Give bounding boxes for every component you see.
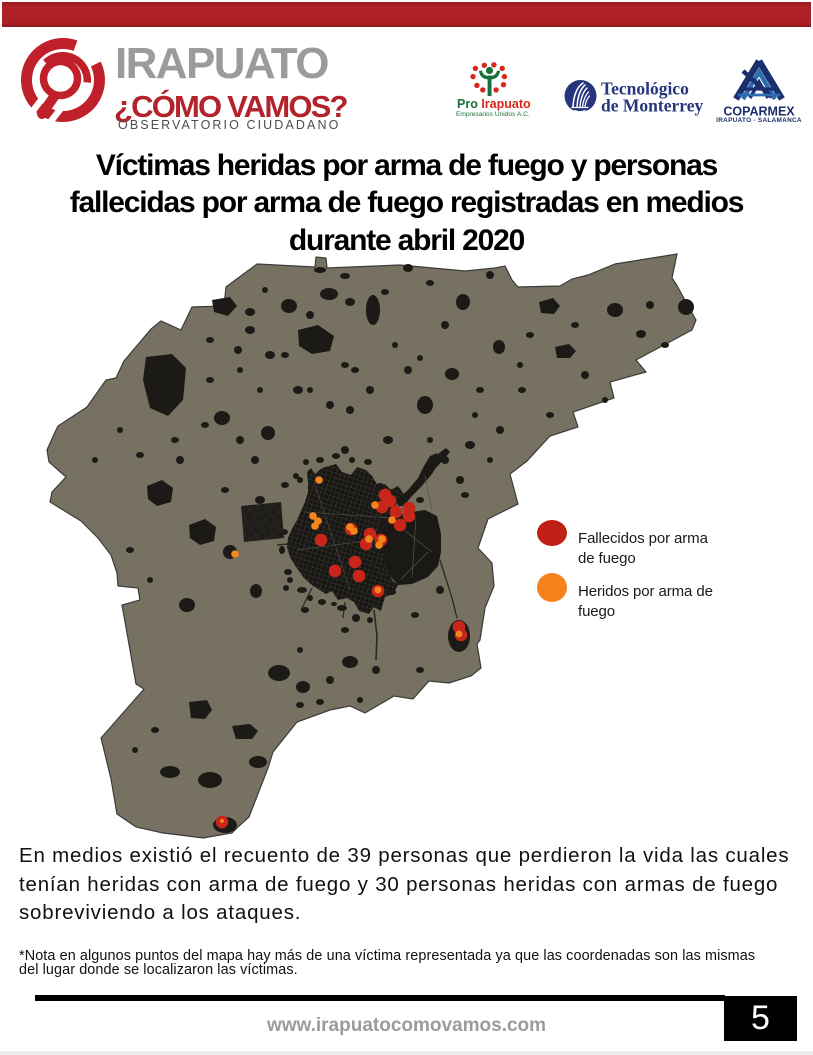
svg-text:Tecnológico: Tecnológico bbox=[601, 79, 689, 99]
svg-text:de Monterrey: de Monterrey bbox=[601, 96, 703, 116]
svg-text:Empresarios Unidos A.C.: Empresarios Unidos A.C. bbox=[456, 111, 530, 118]
svg-text:COPARMEX: COPARMEX bbox=[723, 105, 795, 119]
svg-text:IRAPUATO - SALAMANCA: IRAPUATO - SALAMANCA bbox=[716, 117, 802, 124]
svg-text:Pro Irapuato: Pro Irapuato bbox=[457, 97, 531, 111]
